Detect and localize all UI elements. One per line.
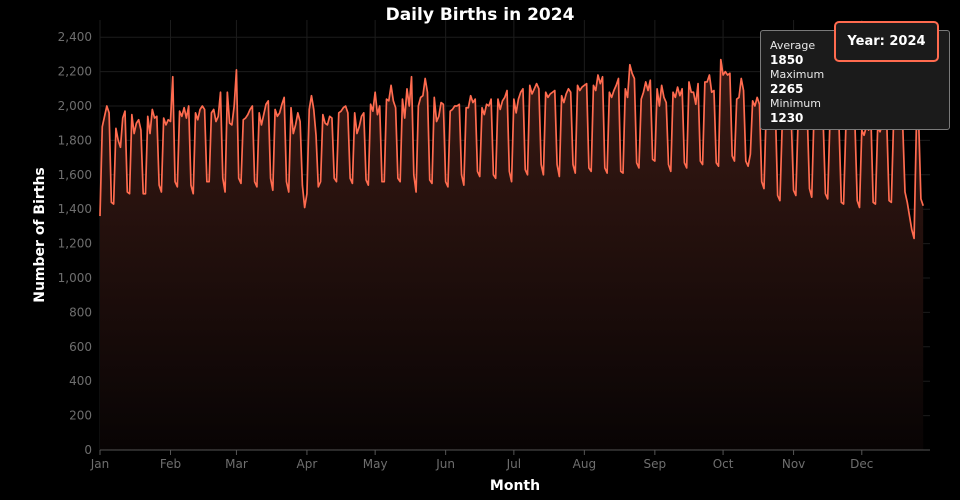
year-badge: Year: 2024 bbox=[834, 21, 939, 62]
y-tick-label: 1,000 bbox=[58, 271, 92, 285]
y-tick-label: 1,800 bbox=[58, 133, 92, 147]
x-tick-label: Mar bbox=[225, 457, 248, 471]
y-tick-label: 1,400 bbox=[58, 202, 92, 216]
y-tick-label: 800 bbox=[69, 305, 92, 319]
x-tick-label: Oct bbox=[713, 457, 734, 471]
x-tick-label: Nov bbox=[782, 457, 805, 471]
area-fill bbox=[100, 59, 924, 451]
y-tick-label: 400 bbox=[69, 374, 92, 388]
x-axis-ticks: Jan Feb Mar Apr May Jun Jul Aug Sep Oct Nov Dec bbox=[90, 450, 873, 471]
x-tick-label: Apr bbox=[297, 457, 318, 471]
y-tick-label: 2,200 bbox=[58, 65, 92, 79]
x-tick-label: Aug bbox=[573, 457, 596, 471]
y-axis-title: Number of Births bbox=[32, 167, 48, 303]
maximum-value: 2265 bbox=[770, 82, 804, 96]
x-tick-label: Feb bbox=[160, 457, 181, 471]
y-tick-label: 2,400 bbox=[58, 30, 92, 44]
x-tick-label: Dec bbox=[850, 457, 873, 471]
y-tick-label: 0 bbox=[84, 443, 92, 457]
minimum-value: 1230 bbox=[770, 111, 804, 125]
x-axis-title: Month bbox=[490, 478, 540, 494]
chart-title: Daily Births in 2024 bbox=[386, 5, 575, 25]
average-value: 1850 bbox=[770, 53, 804, 67]
maximum-label: Maximum bbox=[770, 68, 825, 81]
x-tick-label: Jan bbox=[90, 457, 110, 471]
x-tick-label: May bbox=[363, 457, 388, 471]
minimum-label: Minimum bbox=[770, 97, 821, 110]
x-tick-label: Jul bbox=[506, 457, 521, 471]
x-tick-label: Sep bbox=[644, 457, 667, 471]
y-tick-label: 1,200 bbox=[58, 237, 92, 251]
y-tick-label: 1,600 bbox=[58, 168, 92, 182]
y-tick-label: 2,000 bbox=[58, 99, 92, 113]
y-axis-ticks: 0 200 400 600 800 1,000 1,200 1,400 1,600 1,800 2,… bbox=[58, 30, 92, 457]
x-tick-label: Jun bbox=[435, 457, 455, 471]
y-tick-label: 200 bbox=[69, 409, 92, 423]
average-label: Average bbox=[770, 39, 816, 52]
y-tick-label: 600 bbox=[69, 340, 92, 354]
